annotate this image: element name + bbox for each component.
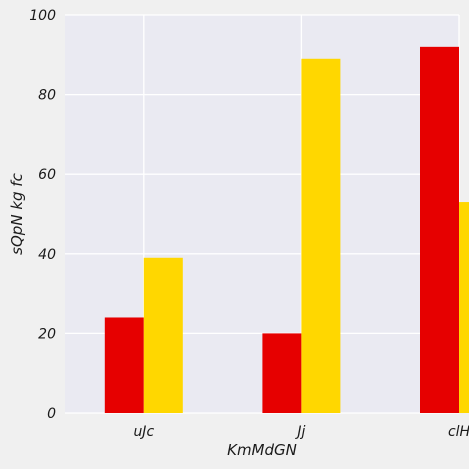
x-axis-label: KmMdGN [227,441,297,459]
y-axis-label: sQpN kg fc [8,172,26,254]
bar-Jj-series-2 [301,58,341,413]
bar-Jj-series-1 [262,333,302,413]
y-tick-label: 100 [29,8,56,24]
y-tick-label: 80 [38,88,56,104]
bar-clH-series-1 [420,46,459,414]
x-tick-label: clH [448,424,469,440]
x-tick-label: uJc [133,424,154,440]
bar-clH-series-2 [459,202,469,413]
bar-uJc-series-2 [143,257,183,413]
x-tick-labels: uJc Jj clH [133,424,469,440]
x-tick-label: Jj [294,424,305,440]
y-tick-label: 40 [38,247,56,263]
y-tick-label: 60 [38,167,56,183]
y-tick-label: 20 [38,326,56,342]
y-tick-labels: 0 20 40 60 80 100 [29,8,56,422]
bar-uJc-series-1 [104,317,144,413]
bars [104,46,469,414]
y-tick-label: 0 [47,406,56,422]
